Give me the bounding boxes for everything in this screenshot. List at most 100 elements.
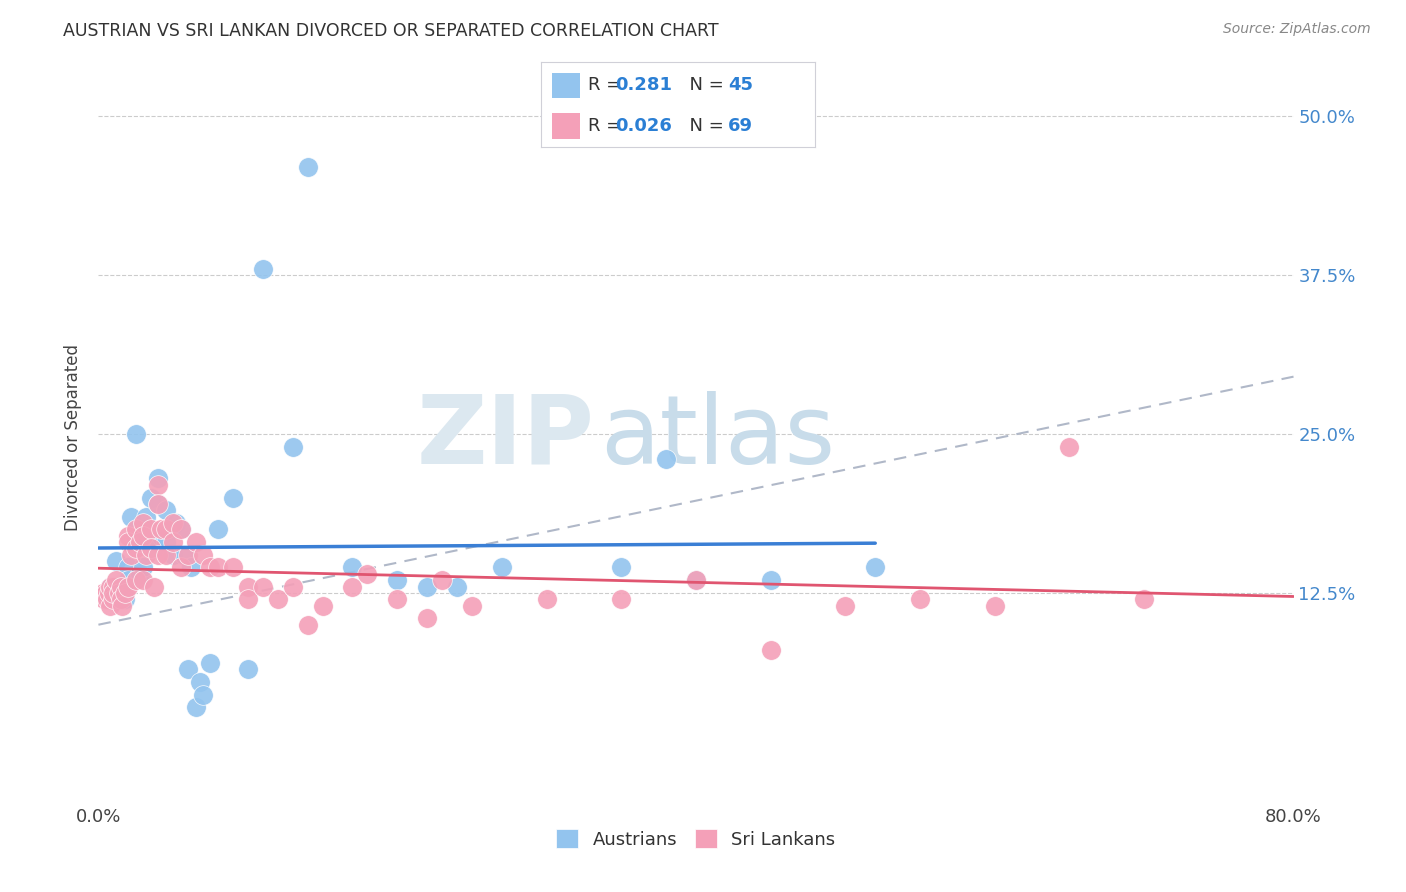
Text: 0.026: 0.026 [616, 117, 672, 135]
Point [188, 675, 211, 690]
Point [120, 509, 142, 524]
Point [908, 592, 931, 607]
Point [114, 586, 136, 600]
Point [98, 599, 122, 613]
Point [150, 529, 173, 543]
Point [385, 592, 409, 607]
Point [98, 580, 122, 594]
Legend: Austrians, Sri Lankans: Austrians, Sri Lankans [550, 822, 842, 856]
Point [135, 548, 157, 562]
Point [461, 599, 484, 613]
Bar [553, 72, 579, 98]
Point [236, 580, 259, 594]
Point [385, 573, 409, 587]
Point [356, 566, 378, 581]
Point [984, 599, 1007, 613]
Point [173, 548, 195, 562]
Point [129, 535, 152, 549]
Point [105, 554, 128, 568]
Text: 45: 45 [728, 77, 752, 95]
Point [111, 599, 134, 613]
Point [117, 573, 139, 587]
Point [110, 592, 132, 607]
Point [1059, 440, 1081, 454]
Point [96, 592, 118, 607]
Point [125, 522, 148, 536]
Point [655, 452, 678, 467]
Point [148, 497, 170, 511]
Point [491, 560, 513, 574]
Point [430, 573, 453, 587]
Point [162, 535, 184, 549]
Point [155, 522, 177, 536]
Point [97, 586, 120, 600]
Point [148, 471, 170, 485]
Point [207, 522, 229, 536]
Point [169, 522, 191, 536]
Point [139, 541, 162, 556]
Point [252, 261, 274, 276]
Point [148, 477, 170, 491]
Point [311, 599, 333, 613]
Point [200, 656, 222, 670]
Point [155, 503, 177, 517]
Point [834, 599, 856, 613]
Text: R =: R = [588, 77, 627, 95]
Point [685, 573, 707, 587]
Point [446, 580, 468, 594]
Point [120, 548, 142, 562]
Point [125, 426, 148, 441]
Point [685, 573, 707, 587]
Point [117, 529, 139, 543]
Point [169, 560, 191, 574]
Point [142, 580, 165, 594]
Text: N =: N = [679, 117, 730, 135]
Point [132, 573, 155, 587]
Point [129, 566, 152, 581]
Point [222, 491, 245, 505]
Point [610, 560, 633, 574]
Text: Source: ZipAtlas.com: Source: ZipAtlas.com [1223, 22, 1371, 37]
Point [267, 592, 290, 607]
Point [416, 611, 439, 625]
Text: 69: 69 [728, 117, 752, 135]
Point [865, 560, 887, 574]
Point [148, 548, 170, 562]
Point [759, 643, 782, 657]
Point [155, 535, 177, 549]
Point [536, 592, 558, 607]
Point [342, 580, 364, 594]
Point [162, 548, 184, 562]
Point [191, 688, 214, 702]
Point [103, 580, 125, 594]
Point [114, 592, 136, 607]
Point [169, 522, 191, 536]
Point [98, 580, 122, 594]
Point [110, 580, 132, 594]
Point [148, 497, 170, 511]
Point [117, 535, 139, 549]
Point [103, 592, 125, 607]
Point [132, 516, 155, 530]
Text: ZIP: ZIP [416, 391, 595, 483]
Point [236, 662, 259, 676]
Point [184, 535, 207, 549]
Point [162, 516, 184, 530]
Point [132, 560, 155, 574]
Point [139, 491, 162, 505]
Point [91, 586, 114, 600]
Point [184, 700, 207, 714]
Text: AUSTRIAN VS SRI LANKAN DIVORCED OR SEPARATED CORRELATION CHART: AUSTRIAN VS SRI LANKAN DIVORCED OR SEPAR… [63, 22, 718, 40]
Point [165, 516, 187, 530]
Point [125, 573, 148, 587]
Point [252, 580, 274, 594]
Y-axis label: Divorced or Separated: Divorced or Separated [65, 343, 83, 531]
Point [342, 560, 364, 574]
Point [281, 580, 304, 594]
Text: R =: R = [588, 117, 627, 135]
Point [125, 535, 148, 549]
Point [94, 586, 117, 600]
Point [236, 592, 259, 607]
Point [297, 160, 319, 174]
Point [125, 541, 148, 556]
